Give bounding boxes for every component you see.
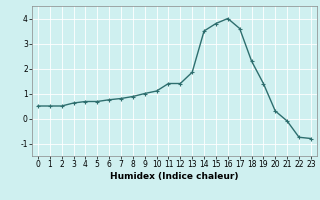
- X-axis label: Humidex (Indice chaleur): Humidex (Indice chaleur): [110, 172, 239, 181]
